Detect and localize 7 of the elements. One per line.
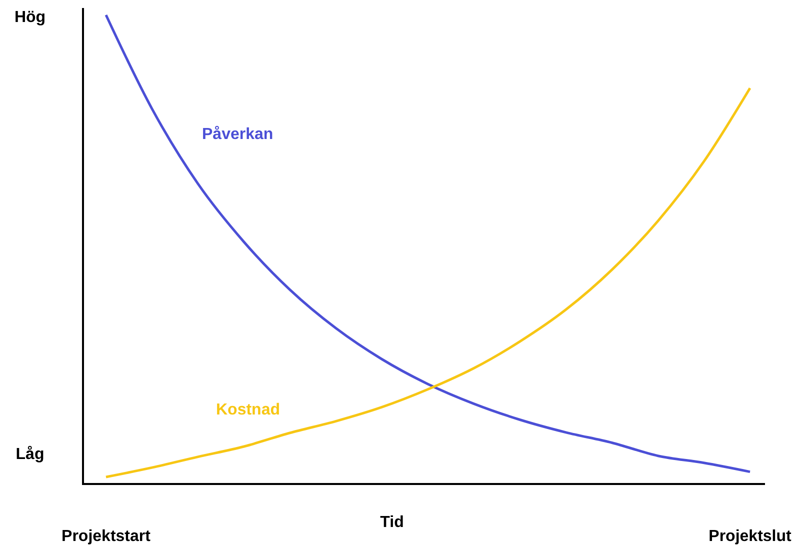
series-label: Påverkan xyxy=(202,124,274,143)
text: Låg xyxy=(16,445,44,463)
x-tick-label: Projektstart xyxy=(62,528,152,545)
x-tick-label: Projektslut xyxy=(708,528,792,545)
series-label: Kostnad xyxy=(216,401,280,418)
text: Hög xyxy=(14,9,46,26)
x-axis-title: Tid xyxy=(380,514,404,531)
